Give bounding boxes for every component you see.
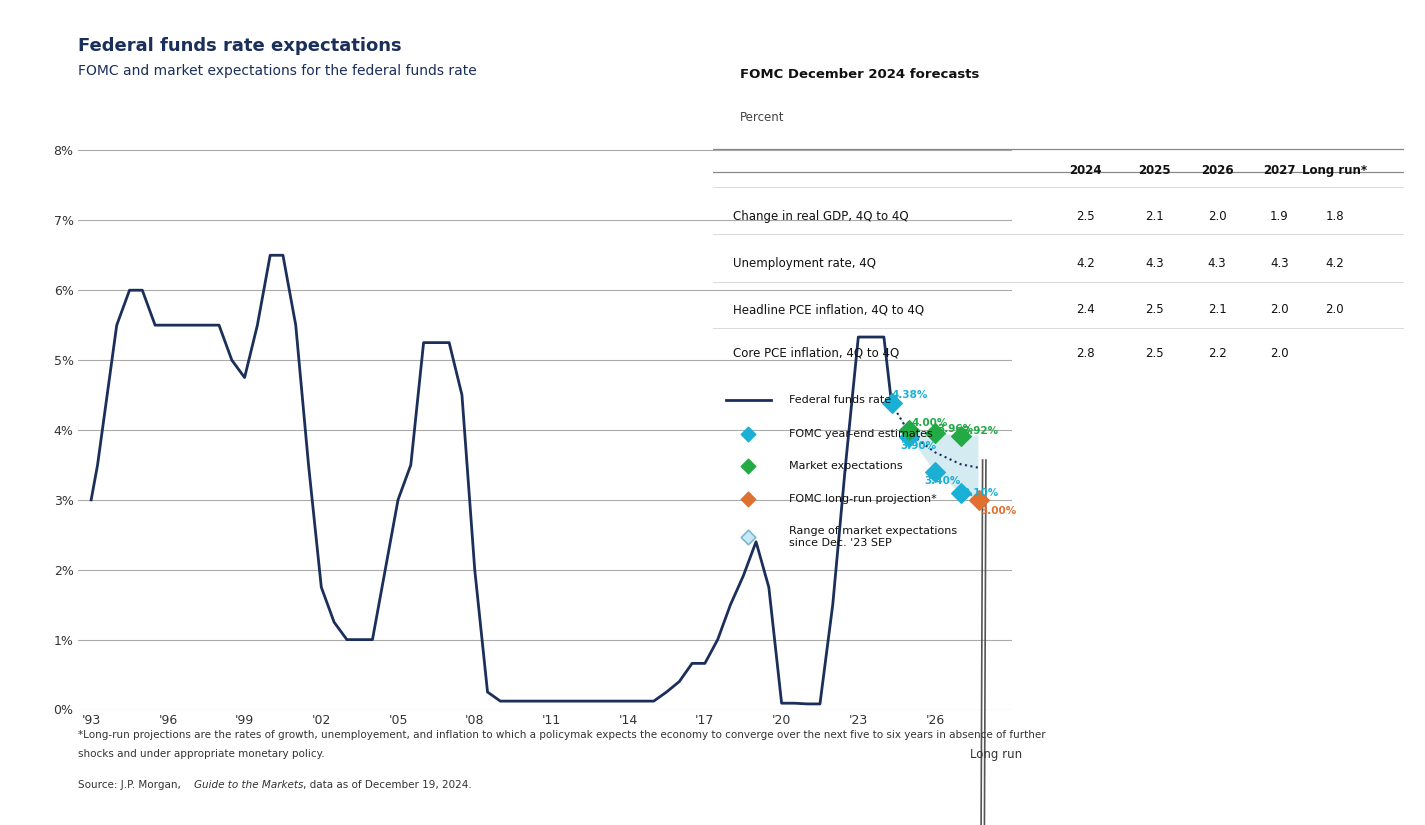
- Text: Long run: Long run: [970, 748, 1023, 761]
- Text: Long run*: Long run*: [1302, 164, 1367, 177]
- Point: [1253, 135, 1275, 148]
- Text: 2.0: 2.0: [1325, 304, 1344, 316]
- Point: [949, 486, 972, 499]
- Point: [968, 493, 990, 507]
- Text: 3.90%: 3.90%: [901, 441, 936, 451]
- Text: FOMC year-end estimates: FOMC year-end estimates: [789, 429, 932, 439]
- Text: *Long-run projections are the rates of growth, unemployement, and inflation to w: *Long-run projections are the rates of g…: [78, 730, 1046, 740]
- Text: Range of market expectations
since Dec. '23 SEP: Range of market expectations since Dec. …: [789, 526, 958, 548]
- Text: 4.3: 4.3: [1270, 257, 1288, 270]
- Text: 2026: 2026: [1201, 164, 1233, 177]
- Text: Market expectations: Market expectations: [789, 461, 902, 471]
- Text: Percent: Percent: [740, 111, 785, 125]
- Text: Guide to the Markets: Guide to the Markets: [194, 780, 304, 790]
- Text: 2.0: 2.0: [1270, 346, 1288, 360]
- Text: Source: J.P. Morgan,: Source: J.P. Morgan,: [78, 780, 184, 790]
- Text: 2.5: 2.5: [1146, 304, 1164, 316]
- Polygon shape: [892, 403, 979, 500]
- Text: Federal funds rate: Federal funds rate: [789, 394, 891, 404]
- Text: Federal funds rate expectations: Federal funds rate expectations: [78, 37, 402, 55]
- Text: 2.1: 2.1: [1207, 304, 1227, 316]
- Text: 1.9: 1.9: [1270, 210, 1288, 224]
- Text: Change in real GDP, 4Q to 4Q: Change in real GDP, 4Q to 4Q: [734, 210, 909, 224]
- Text: 3.96%: 3.96%: [938, 423, 973, 434]
- Text: , data as of December 19, 2024.: , data as of December 19, 2024.: [304, 780, 472, 790]
- Text: 2.5: 2.5: [1146, 346, 1164, 360]
- Text: 3.92%: 3.92%: [963, 427, 999, 436]
- Text: 2024: 2024: [1069, 164, 1102, 177]
- Point: [898, 431, 921, 444]
- Text: 2.1: 2.1: [1146, 210, 1164, 224]
- Text: 2.0: 2.0: [1270, 304, 1288, 316]
- Text: 4.38%: 4.38%: [891, 390, 928, 400]
- Text: 4.3: 4.3: [1146, 257, 1164, 270]
- Text: 4.2: 4.2: [1076, 257, 1094, 270]
- Text: 4.00%: 4.00%: [912, 418, 948, 428]
- Point: [949, 429, 972, 442]
- Text: shocks and under appropriate monetary policy.: shocks and under appropriate monetary po…: [78, 748, 325, 758]
- Text: 2.0: 2.0: [1208, 210, 1227, 224]
- Text: Headline PCE inflation, 4Q to 4Q: Headline PCE inflation, 4Q to 4Q: [734, 304, 925, 316]
- Text: 2027: 2027: [1263, 164, 1295, 177]
- Text: 1.8: 1.8: [1325, 210, 1344, 224]
- Text: 4.3: 4.3: [1208, 257, 1227, 270]
- Point: [923, 465, 946, 478]
- Text: Unemployment rate, 4Q: Unemployment rate, 4Q: [734, 257, 876, 270]
- Text: Core PCE inflation, 4Q to 4Q: Core PCE inflation, 4Q to 4Q: [734, 346, 899, 360]
- Text: FOMC December 2024 forecasts: FOMC December 2024 forecasts: [740, 68, 979, 81]
- Text: 4.2: 4.2: [1325, 257, 1344, 270]
- Point: [923, 427, 946, 440]
- Text: 2025: 2025: [1139, 164, 1171, 177]
- Text: 3.40%: 3.40%: [925, 476, 960, 486]
- Point: [881, 397, 903, 410]
- Text: 2.2: 2.2: [1207, 346, 1227, 360]
- Text: 2.5: 2.5: [1076, 210, 1094, 224]
- Point: [898, 423, 921, 436]
- Text: 3.00%: 3.00%: [980, 506, 1016, 516]
- Text: FOMC and market expectations for the federal funds rate: FOMC and market expectations for the fed…: [78, 64, 477, 78]
- Text: FOMC long-run projection*: FOMC long-run projection*: [789, 493, 936, 503]
- Text: 2.4: 2.4: [1076, 304, 1094, 316]
- Text: 3.10%: 3.10%: [963, 488, 999, 497]
- Text: 2.8: 2.8: [1076, 346, 1094, 360]
